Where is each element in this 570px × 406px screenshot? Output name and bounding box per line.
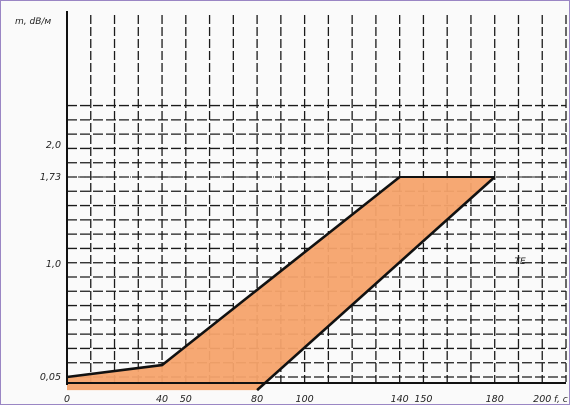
x-tick-label: 50 bbox=[180, 394, 192, 405]
x-tick-label: 100 bbox=[296, 394, 314, 405]
x-tick-label: 180 bbox=[486, 394, 504, 405]
tick-labels: 0 40 50 80 100 140 150 180 200 0,05 1,0 1,73 2,0 bbox=[40, 140, 551, 405]
y-axis-label: m, dB/м bbox=[15, 17, 51, 27]
series-line-lower bbox=[256, 176, 496, 392]
x-axis-label: f, с bbox=[554, 395, 568, 405]
series-line-upper bbox=[66, 175, 401, 379]
shaded-region bbox=[67, 177, 495, 391]
x-tick-label: 0 bbox=[64, 394, 70, 405]
y-tick-label: 2,0 bbox=[46, 140, 61, 151]
annotation-label: TΕ bbox=[514, 257, 525, 267]
x-tick-label: 200 bbox=[533, 394, 551, 405]
y-tick-label: 1,73 bbox=[40, 172, 61, 183]
series-lines bbox=[66, 175, 496, 392]
axes bbox=[66, 11, 566, 385]
x-tick-label: 140 bbox=[391, 394, 409, 405]
x-tick-label: 40 bbox=[156, 394, 168, 405]
y-tick-label: 1,0 bbox=[46, 259, 61, 270]
shaded-region-group bbox=[67, 177, 495, 391]
x-tick-label: 80 bbox=[251, 394, 263, 405]
x-tick-label: 150 bbox=[414, 394, 432, 405]
y-tick-label: 0,05 bbox=[40, 372, 61, 383]
